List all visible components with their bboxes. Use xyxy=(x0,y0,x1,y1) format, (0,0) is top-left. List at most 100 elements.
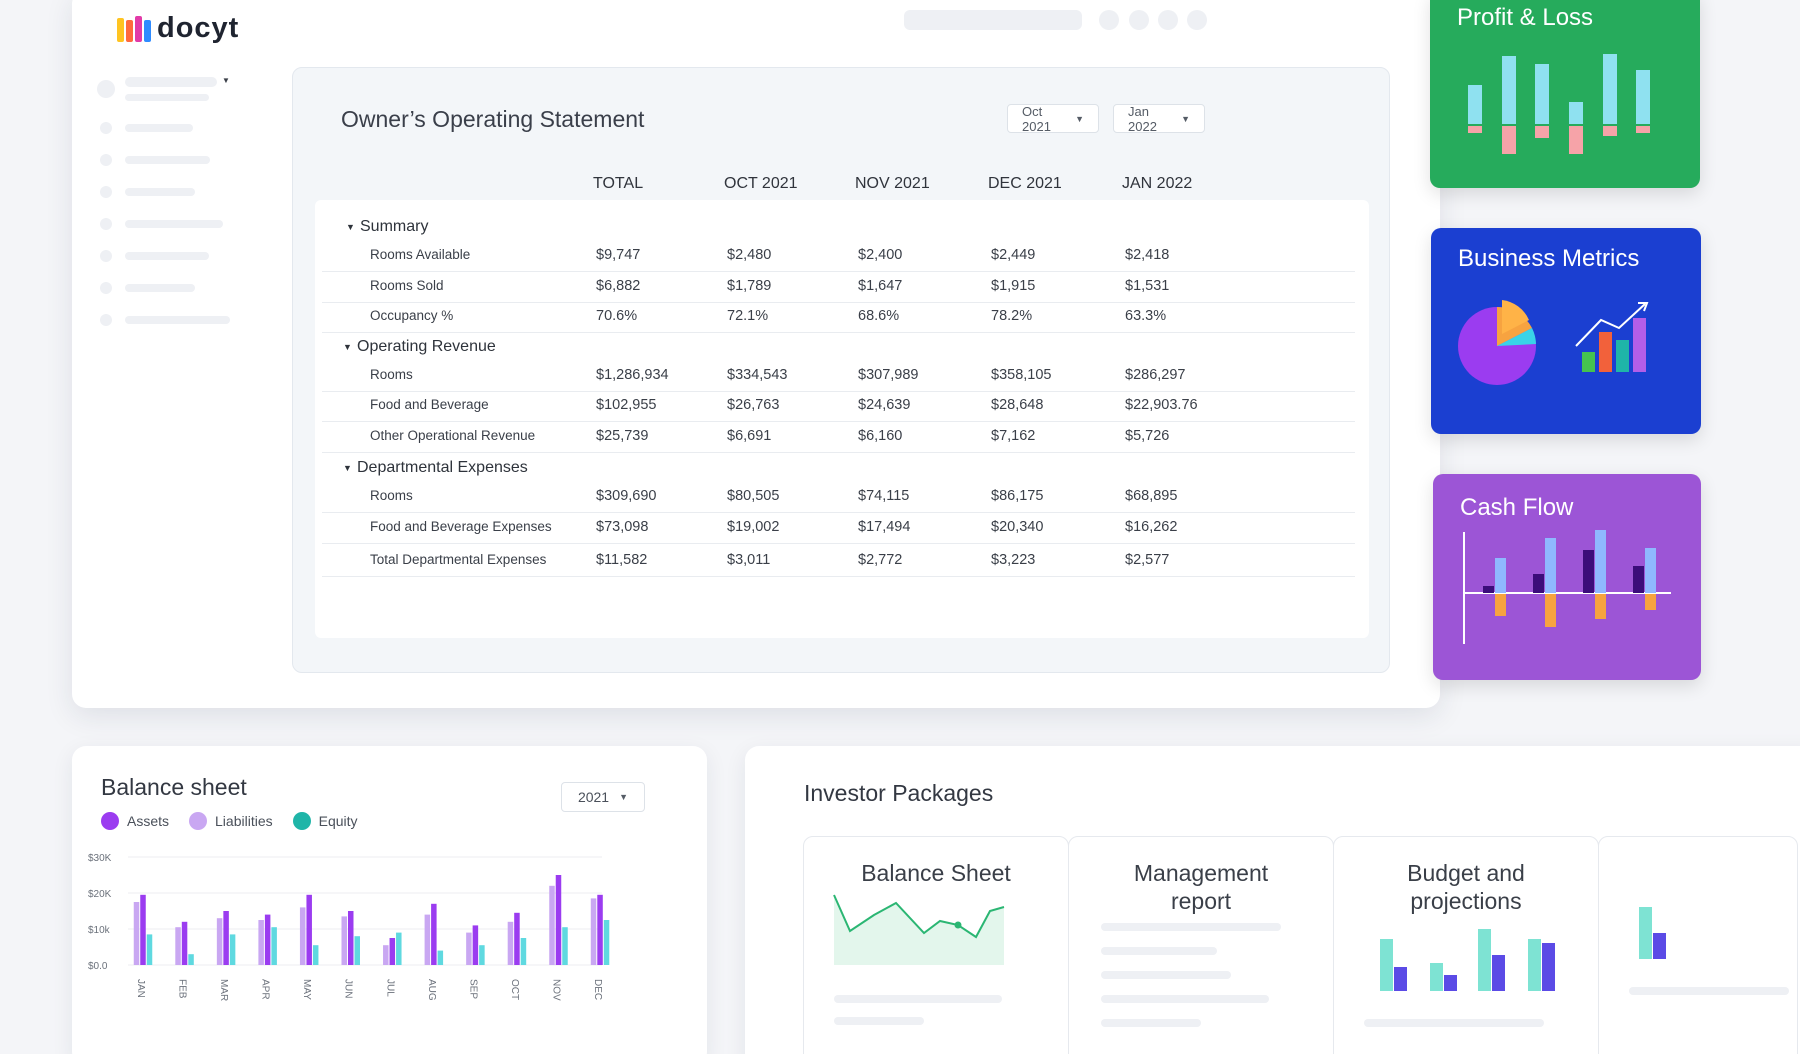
bar-liabilities-jan[interactable] xyxy=(133,902,140,965)
column-header-dec-2021[interactable]: DEC 2021 xyxy=(988,175,1062,192)
profit-loss-chart-icon xyxy=(1468,54,1650,154)
bar-equity-mar[interactable] xyxy=(229,934,236,965)
bar-liabilities-jul[interactable] xyxy=(383,945,389,965)
row-value: $74,115 xyxy=(858,488,910,504)
package-management-report[interactable]: Management report xyxy=(1068,836,1334,1054)
bar-assets-may[interactable] xyxy=(306,894,312,965)
bar-equity-oct[interactable] xyxy=(520,938,527,965)
search-placeholder[interactable] xyxy=(904,10,1082,30)
nav-icon-placeholder xyxy=(100,218,112,230)
avatar[interactable] xyxy=(97,80,115,98)
package-balance-sheet[interactable]: Balance Sheet xyxy=(803,836,1069,1054)
bar-equity-aug[interactable] xyxy=(437,950,444,965)
bar-equity-jan[interactable] xyxy=(146,934,153,965)
section-label: Departmental Expenses xyxy=(357,459,528,476)
column-header-nov-2021[interactable]: NOV 2021 xyxy=(855,175,930,192)
bar-equity-jul[interactable] xyxy=(396,932,402,965)
row-value: $86,175 xyxy=(991,488,1044,504)
date-to-select[interactable]: Jan 2022 ▼ xyxy=(1113,103,1205,134)
profit-loss-card[interactable]: Profit & Loss xyxy=(1430,0,1700,188)
row-value: $1,286,934 xyxy=(596,367,669,383)
bar-equity-sep[interactable] xyxy=(479,945,485,965)
bar-liabilities-jun[interactable] xyxy=(341,916,347,965)
bar-assets-feb[interactable] xyxy=(181,921,188,965)
table-row: Food and Beverage Expenses $73,098 $19,002… xyxy=(322,510,1355,544)
section-row[interactable]: ▼ Departmental Expenses xyxy=(322,451,1355,485)
bar-liabilities-nov[interactable] xyxy=(549,885,555,965)
account-sub-placeholder xyxy=(125,94,209,101)
package-partial[interactable] xyxy=(1598,836,1798,1054)
table-row: Total Departmental Expenses $11,582 $3,011… xyxy=(322,543,1355,577)
year-select[interactable]: 2021 ▼ xyxy=(561,782,645,812)
collapse-caret-icon[interactable]: ▼ xyxy=(343,342,352,352)
bar-liabilities-mar[interactable] xyxy=(216,918,223,965)
bar-assets-dec[interactable] xyxy=(597,894,603,965)
legend-label: Liabilities xyxy=(215,813,273,829)
sidebar-item-placeholder[interactable] xyxy=(125,156,210,164)
toolbar-icon-placeholder[interactable] xyxy=(1129,10,1149,30)
cash-flow-card[interactable]: Cash Flow xyxy=(1433,474,1701,680)
bar-assets-apr[interactable] xyxy=(264,914,271,965)
business-metrics-title: Business Metrics xyxy=(1458,245,1640,272)
bar-assets-nov[interactable] xyxy=(555,875,562,965)
balance-sheet-chart: $0.0 $10k $20K $30K JAN FEB MAR APR MAY JUN JUL AUG… xyxy=(88,853,610,1001)
column-header-total[interactable]: TOTAL xyxy=(593,175,644,192)
legend-liabilities[interactable]: Liabilities xyxy=(189,812,273,830)
sidebar-item-placeholder[interactable] xyxy=(125,188,195,196)
bar-assets-jan[interactable] xyxy=(140,894,146,965)
business-metrics-card[interactable]: Business Metrics xyxy=(1431,228,1701,434)
section-label: Operating Revenue xyxy=(357,338,496,355)
legend-assets[interactable]: Assets xyxy=(101,812,169,830)
bar-assets-mar[interactable] xyxy=(223,911,229,965)
collapse-caret-icon[interactable]: ▼ xyxy=(346,222,355,232)
x-tick-label: APR xyxy=(260,979,271,1000)
chevron-down-icon: ▼ xyxy=(1075,113,1084,124)
column-header-jan-2022[interactable]: JAN 2022 xyxy=(1122,175,1193,192)
bar-assets-oct[interactable] xyxy=(514,912,520,965)
docyt-logo[interactable]: docyt xyxy=(117,12,239,45)
bar-equity-apr[interactable] xyxy=(271,927,277,965)
line-chart-icon xyxy=(833,894,1005,1025)
bar-equity-dec[interactable] xyxy=(603,920,610,965)
chevron-down-icon[interactable]: ▼ xyxy=(222,76,230,85)
bar-assets-aug[interactable] xyxy=(431,903,437,965)
bar-chart-icon xyxy=(1364,929,1555,1027)
section-row[interactable]: ▼ Operating Revenue xyxy=(322,330,1355,364)
bar-liabilities-oct[interactable] xyxy=(507,921,514,965)
bar-equity-nov[interactable] xyxy=(562,927,568,965)
investor-packages-title: Investor Packages xyxy=(804,780,994,806)
sidebar-item-placeholder[interactable] xyxy=(125,124,193,132)
bar-liabilities-feb[interactable] xyxy=(175,927,181,965)
bar-liabilities-may[interactable] xyxy=(299,907,306,965)
bar-liabilities-dec[interactable] xyxy=(590,898,597,965)
row-value: $3,223 xyxy=(991,552,1036,568)
bar-assets-jul[interactable] xyxy=(389,938,396,965)
section-row[interactable]: ▼ Summary xyxy=(322,210,1355,244)
bar-equity-feb[interactable] xyxy=(188,954,194,965)
account-name-placeholder[interactable] xyxy=(125,77,217,87)
sidebar-item-placeholder[interactable] xyxy=(125,316,230,324)
date-from-select[interactable]: Oct 2021 ▼ xyxy=(1007,104,1099,134)
bar-equity-jun[interactable] xyxy=(354,936,360,965)
bar-liabilities-aug[interactable] xyxy=(424,914,431,965)
bar-liabilities-apr[interactable] xyxy=(258,920,264,965)
bar-equity-may[interactable] xyxy=(312,945,319,965)
row-label: Rooms xyxy=(370,367,413,382)
legend-equity[interactable]: Equity xyxy=(292,812,358,830)
column-header-oct-2021[interactable]: OCT 2021 xyxy=(724,175,798,192)
row-label: Rooms xyxy=(370,488,413,503)
sidebar-item-placeholder[interactable] xyxy=(125,284,195,292)
row-value: $26,763 xyxy=(727,397,780,413)
toolbar-icon-placeholder[interactable] xyxy=(1158,10,1178,30)
bar-assets-sep[interactable] xyxy=(472,925,479,965)
sidebar-item-placeholder[interactable] xyxy=(125,220,223,228)
toolbar-icon-placeholder[interactable] xyxy=(1099,10,1119,30)
date-to-value: Jan 2022 xyxy=(1128,103,1157,134)
toolbar-icon-placeholder[interactable] xyxy=(1187,10,1207,30)
bar-liabilities-sep[interactable] xyxy=(466,932,472,965)
collapse-caret-icon[interactable]: ▼ xyxy=(343,463,352,473)
bar-assets-jun[interactable] xyxy=(347,911,354,965)
sidebar-item-placeholder[interactable] xyxy=(125,252,209,260)
statement-title: Owner’s Operating Statement xyxy=(341,106,645,132)
package-budget-projections[interactable]: Budget and projections xyxy=(1333,836,1599,1054)
